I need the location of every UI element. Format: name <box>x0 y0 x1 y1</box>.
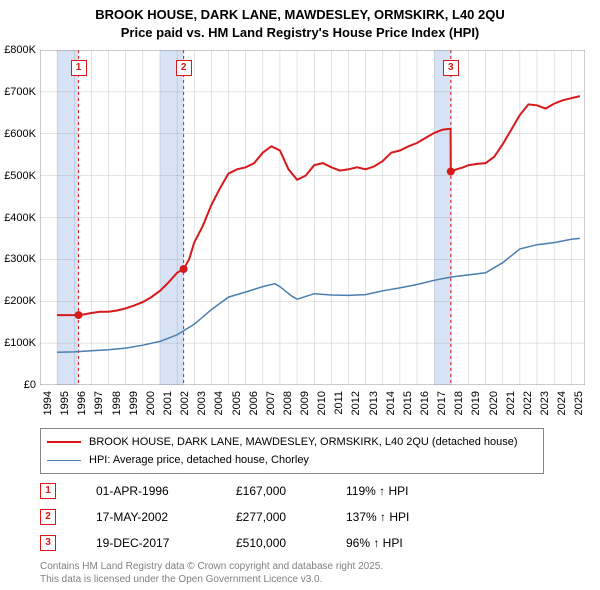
x-tick-label: 2016 <box>419 391 431 421</box>
x-tick-label: 2012 <box>350 391 362 421</box>
legend: BROOK HOUSE, DARK LANE, MAWDESLEY, ORMSK… <box>40 428 544 474</box>
sales-row-delta: 119% ↑ HPI <box>346 484 466 498</box>
sales-row: 2 17-MAY-2002£277,000137% ↑ HPI <box>40 504 466 530</box>
x-tick-label: 2001 <box>162 391 174 421</box>
sales-row-marker: 2 <box>40 509 56 525</box>
x-tick-label: 1999 <box>128 391 140 421</box>
y-tick-label: £400K <box>0 212 36 224</box>
x-tick-label: 2006 <box>248 391 260 421</box>
x-tick-label: 2014 <box>385 391 397 421</box>
title-line-1: BROOK HOUSE, DARK LANE, MAWDESLEY, ORMSK… <box>0 6 600 24</box>
x-tick-label: 1995 <box>59 391 71 421</box>
chart-title: BROOK HOUSE, DARK LANE, MAWDESLEY, ORMSK… <box>0 0 600 42</box>
x-tick-label: 2002 <box>179 391 191 421</box>
sales-row-date: 01-APR-1996 <box>96 484 236 498</box>
x-tick-label: 2020 <box>488 391 500 421</box>
x-tick-label: 2019 <box>470 391 482 421</box>
x-tick-label: 2000 <box>145 391 157 421</box>
legend-swatch <box>47 441 81 443</box>
legend-swatch <box>47 460 81 461</box>
footer-line-1: Contains HM Land Registry data © Crown c… <box>40 560 383 573</box>
y-tick-label: £200K <box>0 295 36 307</box>
y-tick-label: £700K <box>0 86 36 98</box>
footer-attribution: Contains HM Land Registry data © Crown c… <box>40 560 383 586</box>
x-tick-label: 2003 <box>196 391 208 421</box>
x-tick-label: 1994 <box>42 391 54 421</box>
sales-row: 1 01-APR-1996£167,000119% ↑ HPI <box>40 478 466 504</box>
x-tick-label: 2024 <box>556 391 568 421</box>
y-tick-label: £600K <box>0 128 36 140</box>
x-tick-label: 2018 <box>453 391 465 421</box>
sale-marker-box: 1 <box>71 60 87 76</box>
y-tick-label: £500K <box>0 170 36 182</box>
x-tick-label: 2022 <box>522 391 534 421</box>
sales-row: 3 19-DEC-2017£510,00096% ↑ HPI <box>40 530 466 556</box>
legend-label: HPI: Average price, detached house, Chor… <box>89 454 309 466</box>
sales-row-marker: 1 <box>40 483 56 499</box>
x-tick-label: 2017 <box>436 391 448 421</box>
legend-item: BROOK HOUSE, DARK LANE, MAWDESLEY, ORMSK… <box>47 433 537 451</box>
x-tick-label: 2007 <box>265 391 277 421</box>
x-tick-label: 2009 <box>299 391 311 421</box>
chart-plot <box>40 50 585 385</box>
y-tick-label: £800K <box>0 44 36 56</box>
x-tick-label: 2010 <box>316 391 328 421</box>
x-tick-label: 2013 <box>368 391 380 421</box>
x-tick-label: 2011 <box>333 391 345 421</box>
x-tick-label: 2008 <box>282 391 294 421</box>
y-tick-label: £0 <box>0 379 36 391</box>
x-tick-label: 1998 <box>111 391 123 421</box>
sales-row-price: £277,000 <box>236 510 346 524</box>
sales-row-marker: 3 <box>40 535 56 551</box>
sales-row-price: £167,000 <box>236 484 346 498</box>
x-tick-label: 2025 <box>573 391 585 421</box>
x-tick-label: 1996 <box>76 391 88 421</box>
x-tick-label: 2021 <box>505 391 517 421</box>
sale-marker-box: 3 <box>443 60 459 76</box>
x-tick-label: 2023 <box>539 391 551 421</box>
sales-row-price: £510,000 <box>236 536 346 550</box>
title-line-2: Price paid vs. HM Land Registry's House … <box>0 24 600 42</box>
legend-label: BROOK HOUSE, DARK LANE, MAWDESLEY, ORMSK… <box>89 436 518 448</box>
x-tick-label: 2005 <box>231 391 243 421</box>
legend-item: HPI: Average price, detached house, Chor… <box>47 451 537 469</box>
footer-line-2: This data is licensed under the Open Gov… <box>40 573 383 586</box>
sales-row-date: 17-MAY-2002 <box>96 510 236 524</box>
sales-table: 1 01-APR-1996£167,000119% ↑ HPI 2 17-MAY-20… <box>40 478 466 556</box>
y-tick-label: £300K <box>0 253 36 265</box>
x-tick-label: 1997 <box>93 391 105 421</box>
sales-row-delta: 137% ↑ HPI <box>346 510 466 524</box>
sales-row-delta: 96% ↑ HPI <box>346 536 466 550</box>
y-tick-label: £100K <box>0 337 36 349</box>
sales-row-date: 19-DEC-2017 <box>96 536 236 550</box>
x-tick-label: 2004 <box>213 391 225 421</box>
chart-container: { "title": { "line1": "BROOK HOUSE, DARK… <box>0 0 600 590</box>
sale-marker-box: 2 <box>176 60 192 76</box>
x-tick-label: 2015 <box>402 391 414 421</box>
